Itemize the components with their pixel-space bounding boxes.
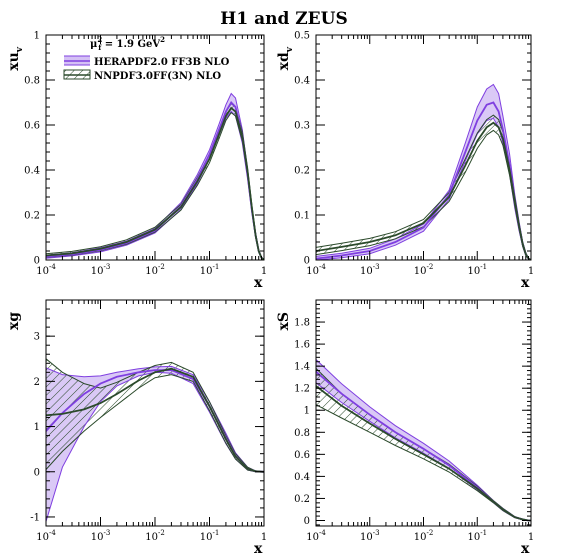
x-tick-label: 1	[261, 532, 267, 543]
y-tick-label: 1	[34, 31, 40, 42]
hera-lower-edge	[316, 117, 531, 260]
x-axis-label: x	[254, 275, 263, 291]
nnpdf-band	[46, 103, 264, 260]
x-tick-label: 10-3	[91, 529, 111, 543]
hera-upper-edge	[46, 92, 264, 260]
y-tick-label: 3	[34, 332, 40, 343]
y-tick-label: 0.8	[294, 428, 310, 439]
hera-band	[316, 359, 531, 521]
nnpdf-central-line	[316, 121, 531, 260]
y-tick-label: 0	[34, 256, 40, 267]
x-axis-label: x	[521, 541, 530, 557]
scale-annotation: μ2 f = 1.9 GeV2	[90, 35, 165, 52]
y-tick-label: 0	[304, 516, 310, 527]
x-tick-label: 10-1	[200, 263, 220, 277]
plot-frame	[45, 34, 265, 261]
y-tick-label: 0.5	[294, 31, 310, 42]
x-tick-label: 1	[528, 266, 534, 277]
nnpdf-lower-edge	[316, 129, 531, 260]
figure-title: H1 and ZEUS	[220, 9, 347, 29]
x-tick-label: 1	[261, 266, 267, 277]
y-tick-label: 0.4	[294, 76, 310, 87]
y-axis-label: xg	[6, 312, 22, 330]
nnpdf-lower-edge	[46, 111, 264, 260]
y-tick-label: 1.2	[294, 384, 310, 395]
nnpdf-central-line	[316, 385, 531, 522]
y-tick-label: 1	[304, 406, 310, 417]
legend-label: NNPDF3.0FF(3N) NLO	[94, 71, 221, 82]
nnpdf-lower-edge	[316, 404, 531, 521]
hera-lower-edge	[46, 110, 264, 260]
x-tick-label: 10-3	[360, 263, 380, 277]
y-tick-label: 0.6	[24, 121, 40, 132]
y-tick-label: 0.4	[294, 472, 310, 483]
x-tick-label: 10-2	[414, 263, 434, 277]
nnpdf-upper-edge	[46, 102, 264, 260]
x-tick-label: 10-4	[306, 529, 326, 543]
x-tick-label: 10-2	[145, 529, 165, 543]
x-tick-label: 1	[528, 532, 534, 543]
y-tick-label: 0.4	[24, 166, 40, 177]
nnpdf-upper-edge	[316, 114, 531, 260]
hera-central-line	[46, 101, 264, 260]
y-tick-label: 0.2	[24, 211, 40, 222]
x-tick-label: 10-1	[200, 529, 220, 543]
y-axis-label: xS	[276, 312, 292, 330]
nnpdf-band	[46, 358, 264, 472]
y-axis-label: xuv	[6, 46, 25, 71]
y-tick-label: 0.2	[294, 494, 310, 505]
hera-band	[46, 93, 264, 260]
x-tick-label: 10-3	[360, 529, 380, 543]
x-axis-label: x	[521, 275, 530, 291]
y-tick-label: 1	[34, 422, 40, 433]
hera-band	[316, 84, 531, 260]
x-tick-label: 10-3	[91, 263, 111, 277]
y-tick-label: 2	[34, 377, 40, 388]
nnpdf-lower-edge	[46, 374, 264, 473]
panel-xs: 10-4 10-3 10-2 10-1 1 0 0.2 0.4 0.6 0.8 1 1.2 1.4 1.6…	[276, 299, 534, 557]
y-tick-label: -1	[30, 512, 40, 523]
y-tick-label: 0.1	[294, 211, 310, 222]
nnpdf-band	[316, 115, 531, 260]
y-tick-label: 1.8	[294, 318, 310, 329]
panel-xg: 10-4 10-3 10-2 10-1 1 -1 0 1 2 3 xg x	[6, 299, 267, 557]
y-tick-label: 0	[304, 256, 310, 267]
y-tick-label: 0.3	[294, 121, 310, 132]
legend-label: HERAPDF2.0 FF3B NLO	[94, 57, 230, 68]
x-tick-label: 10-2	[145, 263, 165, 277]
y-tick-label: 0.8	[24, 76, 40, 87]
y-axis-label: xdv	[276, 46, 295, 70]
y-tick-label: 1.4	[294, 362, 310, 373]
y-tick-label: 0	[34, 467, 40, 478]
x-tick-label: 10-2	[414, 529, 434, 543]
y-tick-label: 0.2	[294, 166, 310, 177]
nnpdf-upper-edge	[46, 358, 264, 473]
x-tick-label: 10-4	[36, 529, 56, 543]
nnpdf-central-line	[46, 106, 264, 260]
hera-upper-edge	[316, 359, 531, 521]
x-tick-label: 10-1	[467, 263, 487, 277]
legend: μ2 f = 1.9 GeV2 HERAPDF2.0 FF3B NLO NNPDF3.…	[63, 35, 230, 82]
x-axis-label: x	[254, 541, 263, 557]
y-tick-label: 1.6	[294, 340, 310, 351]
nnpdf-central-line	[46, 367, 264, 473]
y-tick-label: 0.6	[294, 450, 310, 461]
x-tick-label: 10-1	[467, 529, 487, 543]
